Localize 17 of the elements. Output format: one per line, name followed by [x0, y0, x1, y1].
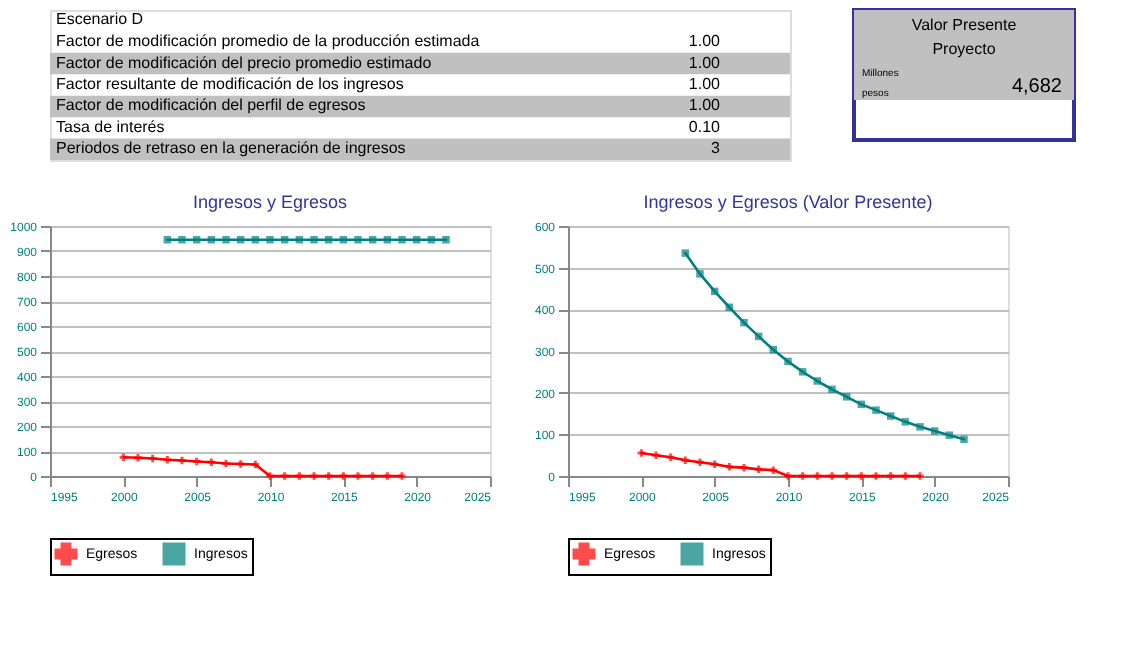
text: 4,682: [1011, 76, 1063, 98]
text: 1.00: [688, 32, 720, 51]
text: 0.10: [688, 117, 720, 136]
category-label: Factor de modificación promedio de la producción estimada: [56, 32, 481, 51]
chart-title: Ingresos y Egresos (Valor Presente): [643, 192, 933, 212]
text: 1.00: [688, 96, 720, 115]
category-label: Factor resultante de modificación de los ingresos: [56, 75, 404, 93]
category-label: Periodos de retraso en la generación de ingresos: [56, 139, 406, 158]
text: 1.00: [688, 75, 720, 93]
chart-title: Ingresos y Egresos: [192, 192, 349, 212]
category-label: Factor de modificación del precio promedio estimado: [56, 53, 433, 72]
text: 1.00: [688, 53, 720, 72]
text: Valor Presente Proyecto: [911, 16, 1018, 58]
text: 3: [711, 139, 720, 158]
category-label: Tasa de interés: [56, 117, 165, 136]
category-label: Factor de modificación del perfil de egresos: [56, 96, 366, 115]
text: Escenario D: [56, 10, 144, 28]
